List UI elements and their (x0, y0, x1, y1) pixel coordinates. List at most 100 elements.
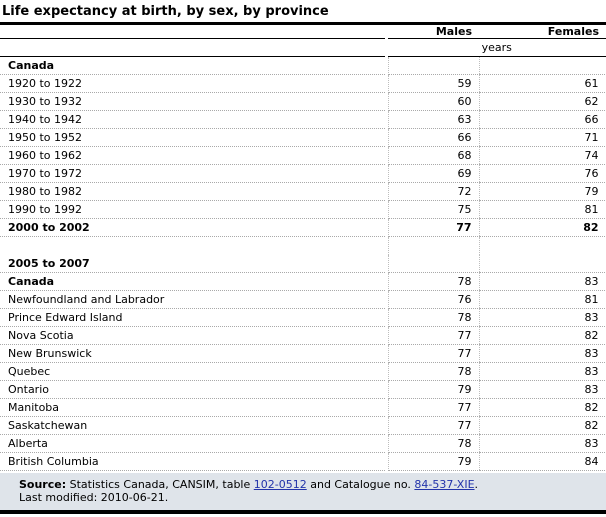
table-row: 1950 to 1952 66 71 (0, 128, 606, 147)
table-header: Males Females years (0, 25, 606, 57)
males-value: 78 (387, 272, 479, 291)
males-value: 63 (387, 110, 479, 129)
bottom-divider (0, 510, 606, 514)
source-suffix: . (474, 478, 479, 491)
source-footer: Source: Statistics Canada, CANSIM, table… (0, 473, 606, 510)
females-value: 83 (478, 344, 606, 363)
source-line: Source: Statistics Canada, CANSIM, table… (19, 478, 606, 491)
row-label: 1970 to 1972 (0, 164, 385, 183)
females-value: 84 (478, 452, 606, 471)
column-header-row: Males Females (0, 25, 606, 39)
females-value: 61 (478, 74, 606, 93)
row-label: 1980 to 1982 (0, 182, 385, 201)
females-value: 82 (478, 218, 606, 237)
females-value: 66 (478, 110, 606, 129)
table-row: Nova Scotia 77 82 (0, 326, 606, 345)
source-text-1: Statistics Canada, CANSIM, table (66, 478, 254, 491)
females-value: 81 (478, 290, 606, 309)
row-label: Canada (0, 56, 385, 75)
row-label: 1940 to 1942 (0, 110, 385, 129)
table-row: 1930 to 1932 60 62 (0, 92, 606, 111)
table-row: 2005 to 2007 (0, 254, 606, 273)
catalogue-link[interactable]: 84-537-XIE (414, 478, 475, 491)
row-label (0, 237, 385, 255)
males-value: 77 (387, 218, 479, 237)
table-row: Newfoundland and Labrador 76 81 (0, 290, 606, 309)
source-text-2: and Catalogue no. (306, 478, 415, 491)
table-row: 1980 to 1982 72 79 (0, 182, 606, 201)
row-label: 1960 to 1962 (0, 146, 385, 165)
males-value: 75 (387, 200, 479, 219)
table-row: 1970 to 1972 69 76 (0, 164, 606, 183)
row-label: 1930 to 1932 (0, 92, 385, 111)
males-value: 79 (387, 452, 479, 471)
row-label: British Columbia (0, 452, 385, 471)
females-value: 82 (478, 326, 606, 345)
page-title: Life expectancy at birth, by sex, by pro… (2, 4, 329, 19)
males-column-header: Males (388, 25, 479, 39)
life-expectancy-table: Males Females years Canada 1920 to 1922 59… (0, 25, 606, 471)
row-label: Prince Edward Island (0, 308, 385, 327)
males-value (387, 236, 479, 255)
unit-label-spacer (0, 38, 385, 57)
spacer-row (0, 236, 606, 255)
males-value: 77 (387, 398, 479, 417)
females-value: 76 (478, 164, 606, 183)
table-row: New Brunswick 77 83 (0, 344, 606, 363)
females-value: 83 (478, 380, 606, 399)
table-body: Canada 1920 to 1922 59 61 1930 to 1932 60 62 19… (0, 56, 606, 471)
table-row: 2000 to 2002 77 82 (0, 218, 606, 237)
males-value: 59 (387, 74, 479, 93)
males-value (387, 254, 479, 273)
row-label: Alberta (0, 434, 385, 453)
table-row: 1960 to 1962 68 74 (0, 146, 606, 165)
row-label: Canada (0, 272, 385, 291)
females-value: 82 (478, 398, 606, 417)
table-row: Ontario 79 83 (0, 380, 606, 399)
row-label: 2000 to 2002 (0, 218, 385, 237)
females-value: 74 (478, 146, 606, 165)
females-value: 79 (478, 182, 606, 201)
row-label: 1920 to 1922 (0, 74, 385, 93)
males-value: 78 (387, 434, 479, 453)
table-row: 1990 to 1992 75 81 (0, 200, 606, 219)
table-row: Manitoba 77 82 (0, 398, 606, 417)
females-value: 82 (478, 416, 606, 435)
females-value: 83 (478, 308, 606, 327)
males-value: 76 (387, 290, 479, 309)
row-label: Nova Scotia (0, 326, 385, 345)
males-value: 68 (387, 146, 479, 165)
title-divider (0, 22, 606, 25)
row-label: Saskatchewan (0, 416, 385, 435)
males-value (387, 56, 479, 75)
cansim-table-link[interactable]: 102-0512 (253, 478, 307, 491)
males-value: 78 (387, 362, 479, 381)
row-label: New Brunswick (0, 344, 385, 363)
table-row: British Columbia 79 84 (0, 452, 606, 471)
males-value: 69 (387, 164, 479, 183)
males-value: 77 (387, 326, 479, 345)
females-value: 83 (478, 272, 606, 291)
unit-header-row: years (0, 38, 606, 57)
row-label: 2005 to 2007 (0, 254, 385, 273)
table-row: Saskatchewan 77 82 (0, 416, 606, 435)
females-value: 83 (478, 362, 606, 381)
females-value (478, 254, 606, 273)
table-row: Quebec 78 83 (0, 362, 606, 381)
females-value: 83 (478, 434, 606, 453)
table-row: Prince Edward Island 78 83 (0, 308, 606, 327)
females-value: 71 (478, 128, 606, 147)
unit-label: years (388, 38, 606, 57)
males-value: 66 (387, 128, 479, 147)
table-row: Canada (0, 56, 606, 75)
males-value: 60 (387, 92, 479, 111)
table-row: Canada 78 83 (0, 272, 606, 291)
row-label: 1990 to 1992 (0, 200, 385, 219)
males-value: 78 (387, 308, 479, 327)
females-value (478, 56, 606, 75)
row-label: 1950 to 1952 (0, 128, 385, 147)
females-value: 81 (478, 200, 606, 219)
row-label: Manitoba (0, 398, 385, 417)
females-value (478, 236, 606, 255)
